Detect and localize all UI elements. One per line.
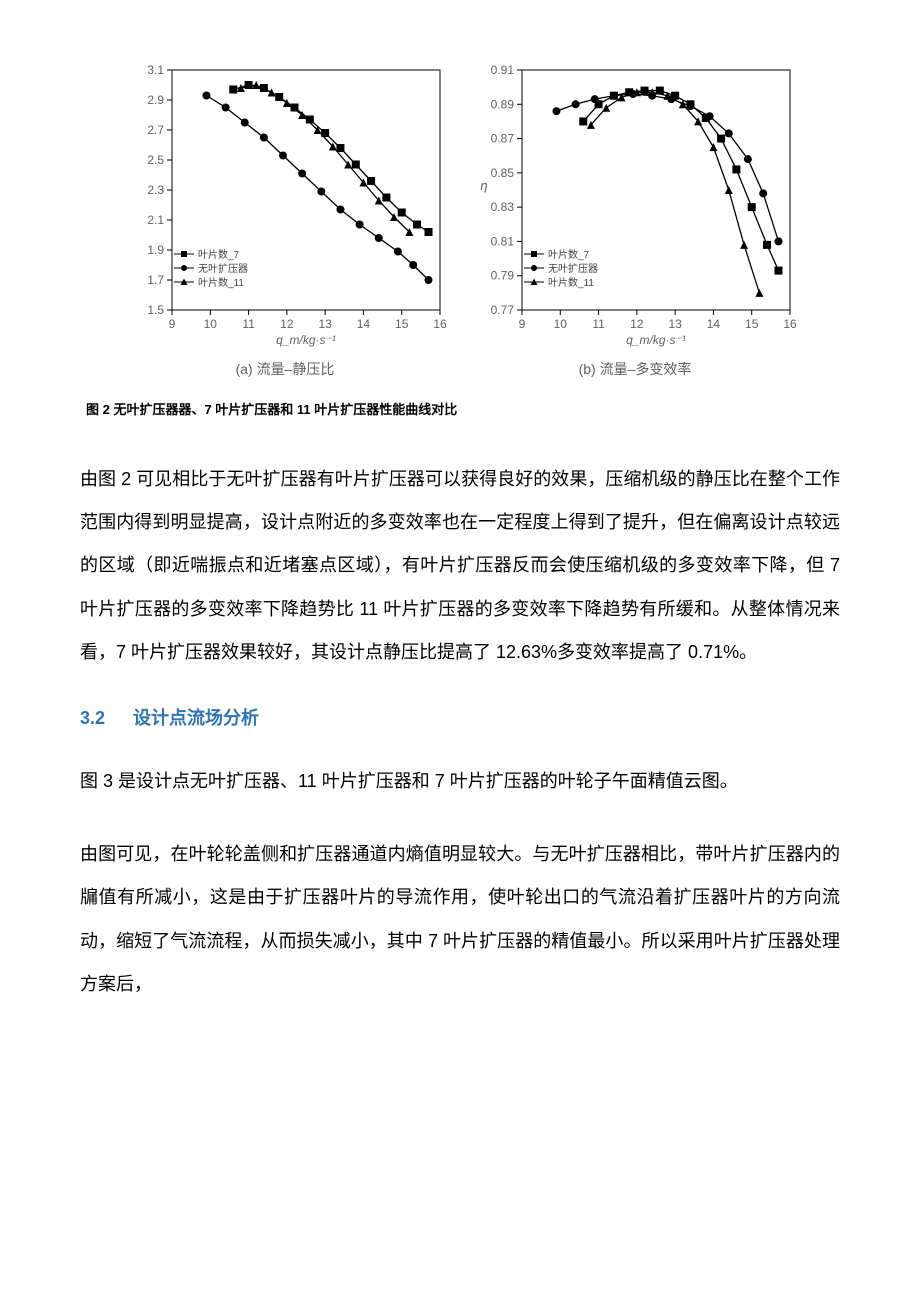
svg-text:16: 16 (783, 317, 797, 331)
section-title: 设计点流场分析 (133, 708, 259, 728)
svg-text:11: 11 (592, 317, 605, 331)
svg-text:叶片数_7: 叶片数_7 (198, 248, 240, 261)
svg-text:15: 15 (395, 317, 409, 331)
svg-text:2.9: 2.9 (147, 93, 164, 107)
paragraph-2: 图 3 是设计点无叶扩压器、11 叶片扩压器和 7 叶片扩压器的叶轮子午面精值云… (80, 760, 840, 803)
svg-text:η: η (480, 178, 487, 193)
svg-text:叶片数_11: 叶片数_11 (198, 276, 244, 289)
svg-text:0.89: 0.89 (491, 97, 515, 111)
paragraph-3: 由图可见，在叶轮轮盖侧和扩压器通道内熵值明显较大。与无叶扩压器相比，带叶片扩压器… (80, 833, 840, 1006)
svg-text:12: 12 (630, 317, 644, 331)
svg-text:11: 11 (242, 317, 255, 331)
svg-text:14: 14 (707, 317, 721, 331)
svg-text:2.7: 2.7 (147, 123, 164, 137)
chart-a: 9 10 11 12 13 14 15 16 1.5 1.7 1.9 2.1 2.3 2.5 2.7 2.9 3… (120, 60, 450, 379)
paragraph-1: 由图 2 可见相比于无叶扩压器有叶片扩压器可以获得良好的效果，压缩机级的静压比在… (80, 458, 840, 674)
chart-b: 9 10 11 12 13 14 15 16 0.77 0.79 0.81 0.83 0.85 0.87 0… (470, 60, 800, 379)
svg-text:0.87: 0.87 (491, 132, 515, 146)
svg-text:13: 13 (668, 317, 682, 331)
svg-text:9: 9 (519, 317, 526, 331)
chart-a-sublabel: (a) 流量–静压比 (120, 359, 450, 379)
svg-text:2.3: 2.3 (147, 183, 164, 197)
svg-text:0.83: 0.83 (491, 200, 515, 214)
svg-text:1.5: 1.5 (147, 303, 164, 317)
svg-text:0.81: 0.81 (491, 234, 515, 248)
svg-text:10: 10 (554, 317, 568, 331)
figure2-row: 9 10 11 12 13 14 15 16 1.5 1.7 1.9 2.1 2.3 2.5 2.7 2.9 3… (80, 60, 840, 379)
svg-text:叶片数_7: 叶片数_7 (548, 248, 590, 261)
svg-text:0.91: 0.91 (491, 63, 515, 77)
svg-text:9: 9 (169, 317, 176, 331)
svg-text:1.7: 1.7 (147, 273, 164, 287)
svg-text:无叶扩压器: 无叶扩压器 (548, 262, 598, 275)
svg-text:无叶扩压器: 无叶扩压器 (198, 262, 248, 275)
section-number: 3.2 (80, 708, 105, 729)
svg-text:叶片数_11: 叶片数_11 (548, 276, 594, 289)
chart-b-sublabel: (b) 流量–多变效率 (470, 359, 800, 379)
svg-text:q_m/kg·s⁻¹: q_m/kg·s⁻¹ (626, 333, 686, 347)
svg-text:13: 13 (318, 317, 332, 331)
svg-text:14: 14 (357, 317, 371, 331)
svg-text:1.9: 1.9 (147, 243, 164, 257)
svg-text:q_m/kg·s⁻¹: q_m/kg·s⁻¹ (276, 333, 336, 347)
svg-text:10: 10 (204, 317, 218, 331)
svg-text:3.1: 3.1 (147, 63, 164, 77)
svg-text:2.5: 2.5 (147, 153, 164, 167)
svg-text:15: 15 (745, 317, 759, 331)
svg-text:2.1: 2.1 (147, 213, 164, 227)
section-3-2-heading: 3.2 设计点流场分析 (80, 704, 840, 730)
svg-text:0.79: 0.79 (491, 269, 515, 283)
svg-text:0.77: 0.77 (491, 303, 515, 317)
svg-text:16: 16 (433, 317, 447, 331)
svg-text:12: 12 (280, 317, 294, 331)
svg-text:0.85: 0.85 (491, 166, 515, 180)
figure2-caption: 图 2 无叶扩压器器、7 叶片扩压器和 11 叶片扩压器性能曲线对比 (86, 399, 840, 418)
